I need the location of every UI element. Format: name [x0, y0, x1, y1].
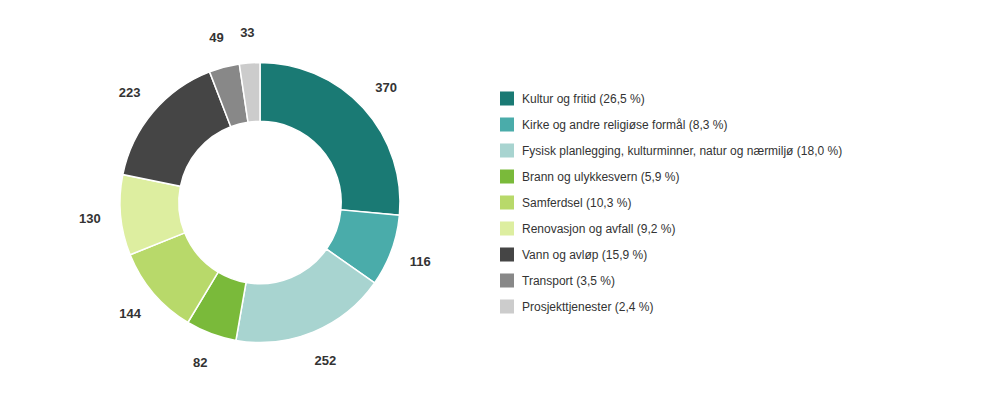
- data-label: 144: [119, 306, 141, 321]
- legend-item: Brann og ulykkesvern (5,9 %): [500, 170, 679, 184]
- legend-item: Renovasjon og avfall (9,2 %): [500, 222, 675, 236]
- legend-swatch: [500, 196, 514, 210]
- data-label: 370: [375, 80, 397, 95]
- data-label: 33: [240, 25, 254, 40]
- legend-label: Vann og avløp (15,9 %): [522, 248, 647, 262]
- legend-swatch: [500, 170, 514, 184]
- donut: 370 116 252 82 144 130 223 49 33: [79, 25, 431, 370]
- data-label: 49: [209, 30, 223, 45]
- legend-item: Samferdsel (10,3 %): [500, 196, 631, 210]
- legend-item: Fysisk planlegging, kulturminner, natur …: [500, 144, 842, 158]
- legend-item: Vann og avløp (15,9 %): [500, 248, 647, 262]
- slices: [120, 63, 400, 343]
- data-label: 116: [410, 254, 431, 269]
- legend-swatch: [500, 300, 514, 314]
- legend-label: Samferdsel (10,3 %): [522, 196, 631, 210]
- slice: [260, 63, 400, 216]
- legend-swatch: [500, 222, 514, 236]
- legend-label: Kirke og andre religiøse formål (8,3 %): [522, 118, 727, 132]
- legend-label: Kultur og fritid (26,5 %): [522, 92, 645, 106]
- legend-swatch: [500, 248, 514, 262]
- legend-swatch: [500, 144, 514, 158]
- slice: [236, 249, 375, 342]
- data-label: 130: [79, 211, 101, 226]
- legend-swatch: [500, 118, 514, 132]
- legend-label: Fysisk planlegging, kulturminner, natur …: [522, 144, 842, 158]
- slice: [239, 63, 260, 123]
- data-label: 82: [193, 355, 207, 370]
- legend-item: Kirke og andre religiøse formål (8,3 %): [500, 118, 727, 132]
- legend-swatch: [500, 92, 514, 106]
- legend-label: Renovasjon og avfall (9,2 %): [522, 222, 675, 236]
- legend-item: Transport (3,5 %): [500, 274, 615, 288]
- data-label: 252: [315, 353, 337, 368]
- slice: [120, 175, 185, 255]
- legend-label: Transport (3,5 %): [522, 274, 615, 288]
- legend-item: Kultur og fritid (26,5 %): [500, 92, 645, 106]
- chart: 370 116 252 82 144 130 223 49 33 Kultur og fritid…: [0, 0, 994, 405]
- legend-label: Brann og ulykkesvern (5,9 %): [522, 170, 679, 184]
- data-label: 223: [119, 85, 141, 100]
- legend-item: Prosjekttjenester (2,4 %): [500, 300, 653, 314]
- legend-swatch: [500, 274, 514, 288]
- legend-label: Prosjekttjenester (2,4 %): [522, 300, 653, 314]
- legend: Kultur og fritid (26,5 %) Kirke og andre …: [500, 92, 842, 314]
- data-labels: 370 116 252 82 144 130 223 49 33: [79, 25, 431, 370]
